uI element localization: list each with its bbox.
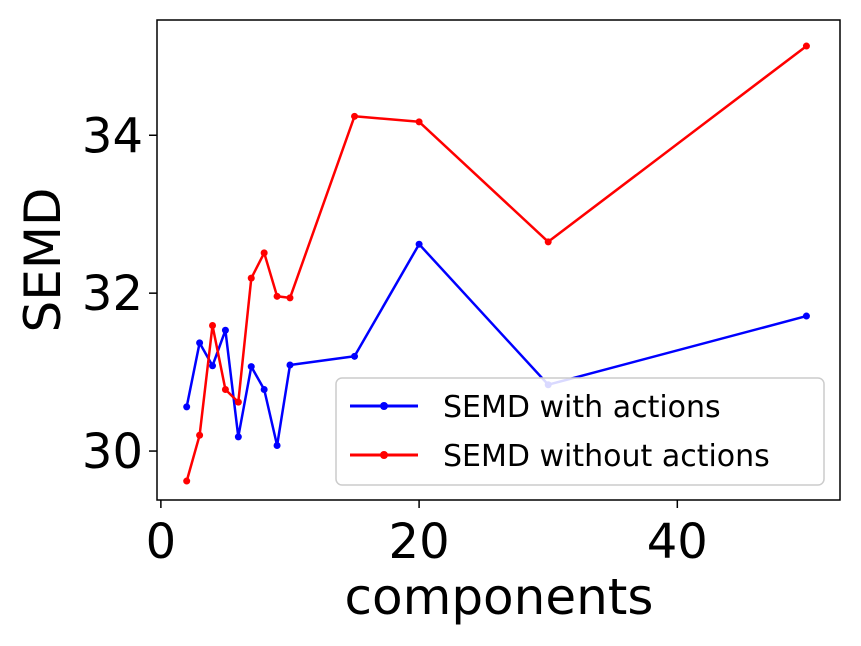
series-without-actions (183, 42, 810, 485)
data-point (273, 442, 281, 450)
data-point (183, 403, 191, 411)
data-point (183, 477, 191, 485)
data-point (260, 249, 268, 257)
x-tick-label: 20 (389, 514, 450, 570)
data-point (802, 42, 810, 50)
legend: SEMD with actions SEMD without actions (335, 377, 825, 486)
data-point (286, 361, 294, 369)
legend-label-with-actions: SEMD with actions (443, 390, 721, 425)
legend-label-without-actions: SEMD without actions (443, 439, 770, 474)
x-axis: 0 20 40 (146, 500, 708, 570)
data-point (415, 240, 423, 248)
data-point (351, 352, 359, 360)
data-point (221, 326, 229, 334)
data-point (196, 431, 204, 439)
y-tick-label: 34 (82, 108, 143, 164)
data-point (415, 118, 423, 126)
data-point (234, 433, 242, 441)
legend-marker-with-actions (380, 402, 388, 410)
x-tick-label: 40 (647, 514, 708, 570)
plot-frame (156, 19, 841, 501)
y-tick-label: 30 (82, 424, 143, 480)
y-tick-label: 32 (82, 266, 143, 322)
x-tick-label: 0 (146, 514, 177, 570)
data-point (234, 398, 242, 406)
data-point (273, 292, 281, 300)
data-point (544, 238, 552, 246)
data-point (209, 322, 217, 330)
data-point (802, 312, 810, 320)
data-point (260, 385, 268, 393)
y-axis: 30 32 34 (82, 108, 157, 480)
data-point (209, 362, 217, 370)
data-point (286, 294, 294, 302)
data-point (247, 363, 255, 371)
data-point (221, 385, 229, 393)
data-point (196, 339, 204, 347)
x-axis-label: components (345, 568, 654, 626)
legend-marker-without-actions (380, 451, 388, 459)
data-point (247, 274, 255, 282)
data-point (351, 112, 359, 120)
legend-box (335, 377, 825, 486)
y-axis-label: SEMD (14, 188, 72, 333)
